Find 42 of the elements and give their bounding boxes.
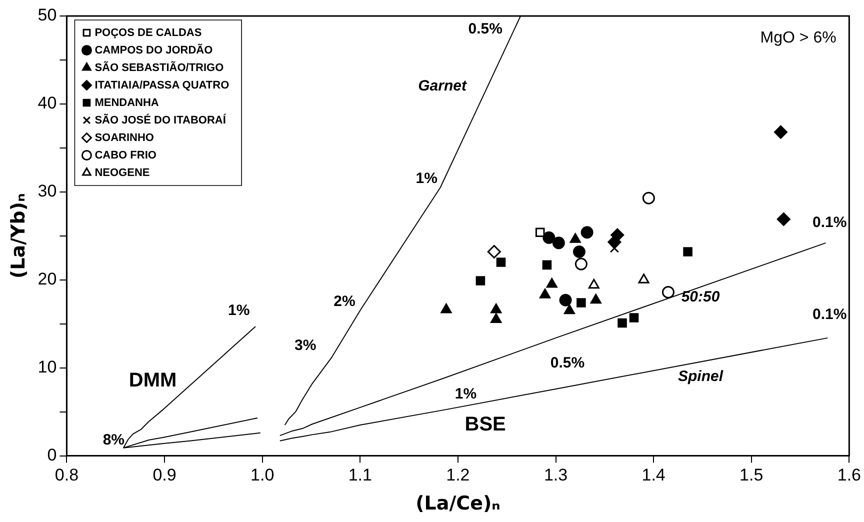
annotation: 0.5% (550, 354, 585, 372)
annotation: 1% (454, 385, 477, 402)
y-tick-label: 30 (38, 182, 57, 201)
y-tick-label: 20 (38, 270, 57, 289)
x-tick-label: 1.4 (642, 466, 666, 485)
annotation: 1% (228, 302, 250, 319)
annotation: BSE (464, 414, 506, 436)
x-tick-label: 1.0 (250, 466, 274, 485)
y-tick-label: 50 (38, 6, 57, 25)
legend-label: CAMPOS DO JORDÃO (94, 43, 214, 56)
y-tick-label: 10 (38, 358, 57, 377)
annotation: 0.5% (468, 20, 502, 38)
annotation: 50:50 (681, 288, 720, 306)
x-tick-label: 0.9 (152, 466, 176, 485)
legend-label: SÃO SEBASTIÃO/TRIGO (94, 60, 224, 74)
legend-label: SOARINHO (94, 132, 154, 144)
x-tick-label: 1.6 (837, 466, 862, 485)
y-axis-title: (La/Yb)ₙ (7, 193, 30, 279)
x-tick-label: 1.2 (446, 466, 470, 485)
legend-label: MENDANHA (94, 96, 159, 109)
annotation: 2% (334, 293, 356, 310)
x-axis-title: (La/Ce)ₙ (416, 492, 500, 515)
legend-label: CABO FRIO (94, 149, 157, 162)
y-tick-label: 40 (38, 94, 57, 113)
legend-label: ITATIAIA/PASSA QUATRO (94, 79, 230, 92)
annotation: 0.1% (812, 214, 847, 231)
annotation: 8% (102, 432, 124, 449)
annotation: DMM (128, 370, 177, 392)
x-tick-label: 1.1 (348, 466, 372, 485)
annotation: Spinel (678, 368, 724, 385)
x-tick-label: 0.8 (54, 466, 79, 485)
legend-label: POÇOS DE CALDAS (94, 26, 202, 39)
legend-label: NEOGENE (94, 166, 150, 179)
y-tick-label: 0 (47, 445, 57, 464)
annotation: Garnet (418, 78, 468, 95)
annotation: 1% (416, 170, 438, 187)
x-tick-label: 1.3 (544, 466, 568, 485)
x-tick-label: 1.5 (740, 466, 764, 485)
annotation: MgO > 6% (760, 29, 836, 46)
annotation: 3% (294, 336, 316, 354)
legend-label: SÃO JOSÉ DO ITABORAÍ (94, 113, 227, 126)
annotation: 0.1% (812, 306, 847, 324)
